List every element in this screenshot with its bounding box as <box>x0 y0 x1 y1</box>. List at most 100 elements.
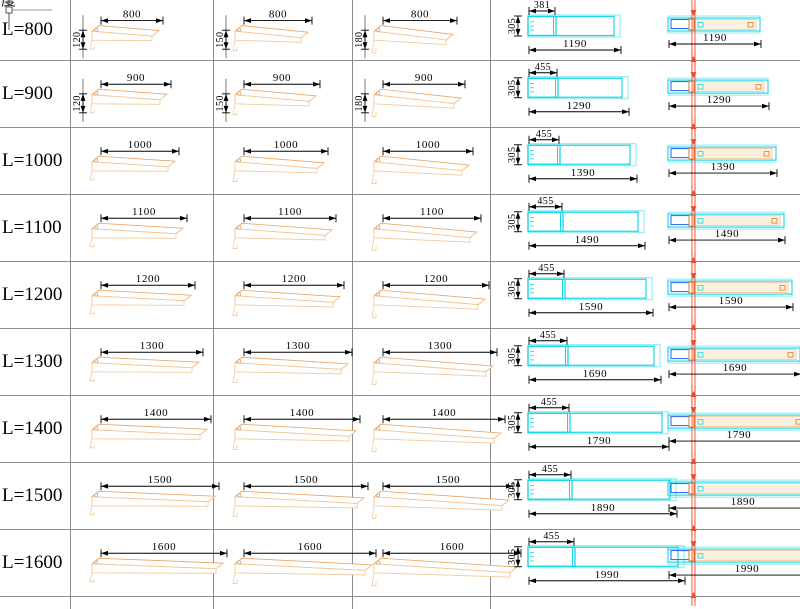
iso-view-h150-cell: 1000 <box>213 127 352 194</box>
svg-text:305: 305 <box>507 348 518 364</box>
svg-text:455: 455 <box>540 330 556 341</box>
section-view-cell: 1290 <box>650 50 800 137</box>
row-divider <box>0 127 800 128</box>
corner-glyph: 度 <box>1 0 17 9</box>
svg-text:1100: 1100 <box>420 206 444 218</box>
svg-text:1200: 1200 <box>424 273 448 285</box>
row-divider <box>0 328 800 329</box>
length-label-cell: L=1600 <box>0 529 70 596</box>
svg-text:455: 455 <box>538 263 554 274</box>
svg-text:1000: 1000 <box>416 139 440 151</box>
length-label: L=1000 <box>2 149 63 171</box>
iso-view-h180-cell: 1100 <box>352 194 490 261</box>
svg-text:305: 305 <box>507 482 518 498</box>
svg-text:1390: 1390 <box>571 167 595 179</box>
section-view-cell: 1490 <box>650 184 800 271</box>
svg-text:1690: 1690 <box>583 368 607 380</box>
svg-text:1500: 1500 <box>436 474 460 486</box>
iso-view-h150-cell: 1600 <box>213 529 377 596</box>
iso-view-h180-cell: 1600 <box>352 529 522 596</box>
svg-text:1400: 1400 <box>432 407 456 419</box>
iso-view-h150-cell: 800 150 <box>213 0 352 60</box>
length-label-cell: L=800 <box>0 0 70 60</box>
svg-text:455: 455 <box>542 464 558 475</box>
iso-view-h150-cell: 1400 <box>213 395 361 462</box>
svg-text:1300: 1300 <box>140 340 164 352</box>
svg-text:455: 455 <box>543 531 559 542</box>
iso-view-h180-cell: 1300 <box>352 328 498 395</box>
svg-text:1600: 1600 <box>298 541 322 553</box>
plan-view-cell: 455 305 1290 <box>490 60 650 127</box>
svg-text:1300: 1300 <box>428 340 452 352</box>
row-divider <box>0 395 800 396</box>
svg-text:1600: 1600 <box>440 541 464 553</box>
length-label: L=1600 <box>2 551 63 573</box>
svg-text:1990: 1990 <box>595 569 619 581</box>
svg-text:120: 120 <box>72 95 83 111</box>
column-divider <box>213 0 214 609</box>
svg-text:305: 305 <box>507 549 518 565</box>
column-divider <box>490 0 491 609</box>
length-label: L=800 <box>2 19 53 40</box>
length-label: L=1300 <box>2 350 63 372</box>
svg-text:900: 900 <box>415 72 433 84</box>
length-label-cell: L=1400 <box>0 395 70 462</box>
svg-text:305: 305 <box>507 214 518 230</box>
row-divider <box>0 529 800 530</box>
length-label-cell: L=1500 <box>0 462 70 529</box>
svg-text:1190: 1190 <box>703 32 727 44</box>
iso-view-h180-cell: 1000 <box>352 127 490 194</box>
svg-text:1000: 1000 <box>128 139 152 151</box>
iso-view-h120-cell: 1500 <box>70 462 220 529</box>
plan-view-cell: 455 305 1990 <box>490 529 686 596</box>
row-divider <box>0 462 800 463</box>
row-divider <box>0 261 800 262</box>
section-view-cell: 1590 <box>650 251 800 338</box>
svg-text:1790: 1790 <box>587 435 611 447</box>
length-label-cell: L=1000 <box>0 127 70 194</box>
section-view-cell: 1990 <box>650 519 800 606</box>
plan-view-cell: 455 305 1390 <box>490 127 650 194</box>
svg-text:455: 455 <box>536 129 552 140</box>
svg-text:455: 455 <box>535 62 551 73</box>
corner-annotation <box>0 0 60 30</box>
svg-text:800: 800 <box>411 9 429 21</box>
svg-text:1590: 1590 <box>719 295 743 307</box>
section-view-cell: 1690 <box>650 318 800 405</box>
length-label: L=1200 <box>2 283 63 305</box>
iso-view-h120-cell: 1600 <box>70 529 228 596</box>
iso-view-h150-cell: 1100 <box>213 194 352 261</box>
iso-view-h120-cell: 1200 <box>70 261 213 328</box>
svg-text:305: 305 <box>507 80 518 96</box>
svg-text:180: 180 <box>354 32 365 48</box>
column-divider <box>70 0 71 609</box>
length-label-cell: L=900 <box>0 60 70 127</box>
iso-view-h120-cell: 1400 <box>70 395 213 462</box>
iso-view-h150-cell: 900 150 <box>213 60 352 127</box>
svg-text:1400: 1400 <box>144 407 168 419</box>
svg-text:1890: 1890 <box>731 496 755 508</box>
section-view-cell: 1190 <box>650 0 800 70</box>
iso-view-h180-cell: 1500 <box>352 462 514 529</box>
svg-text:1390: 1390 <box>711 161 735 173</box>
length-label-cell: L=1100 <box>0 194 70 261</box>
length-label: L=1100 <box>2 216 62 238</box>
svg-text:1490: 1490 <box>575 234 599 246</box>
plan-view-cell: 455 305 1490 <box>490 194 650 261</box>
length-label: L=1500 <box>2 484 63 506</box>
iso-view-h120-cell: 900 120 <box>70 60 213 127</box>
svg-text:120: 120 <box>72 32 83 48</box>
length-label: L=900 <box>2 82 53 104</box>
section-view-cell: 1890 <box>650 452 800 539</box>
section-view-cell: 1790 <box>650 385 800 472</box>
svg-text:305: 305 <box>507 281 518 297</box>
iso-view-h120-cell: 1100 <box>70 194 213 261</box>
row-divider <box>0 596 800 597</box>
svg-text:1990: 1990 <box>735 563 759 575</box>
svg-text:1500: 1500 <box>294 474 318 486</box>
svg-text:305: 305 <box>507 147 518 163</box>
length-label-cell: L=1200 <box>0 261 70 328</box>
iso-view-h150-cell: 1500 <box>213 462 369 529</box>
svg-text:305: 305 <box>507 415 518 431</box>
